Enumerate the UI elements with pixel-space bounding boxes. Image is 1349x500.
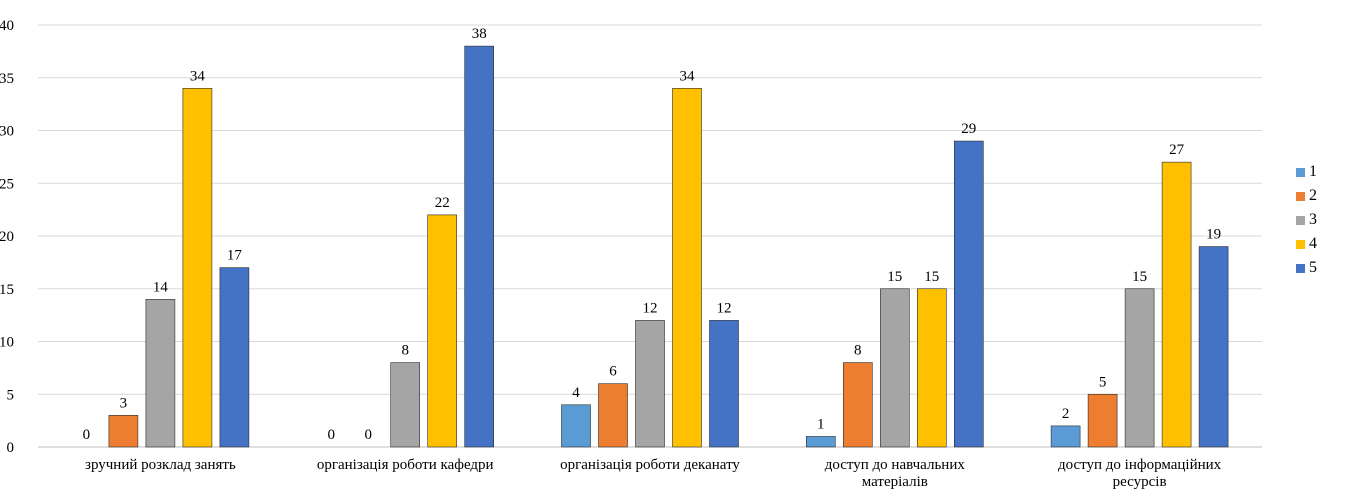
y-tick-label: 20 (0, 229, 14, 245)
x-tick-label: матеріалів (862, 474, 928, 490)
data-label: 12 (643, 300, 658, 316)
legend-swatch (1296, 239, 1305, 249)
data-label: 15 (1132, 269, 1147, 285)
y-tick-label: 35 (0, 71, 14, 87)
data-label: 3 (120, 395, 128, 411)
data-label: 14 (153, 279, 169, 295)
legend-swatch (1296, 191, 1305, 201)
data-label: 8 (854, 343, 862, 359)
bar (1198, 246, 1229, 448)
x-tick-label: доступ до інформаційних (1058, 457, 1222, 473)
legend: 1 2 3 4 5 (1296, 160, 1346, 280)
bar (1124, 288, 1155, 448)
x-tick-label: організація роботи кафедри (317, 457, 494, 473)
legend-label: 5 (1309, 259, 1317, 276)
data-label: 17 (227, 248, 243, 264)
legend-label: 1 (1309, 163, 1317, 180)
bar (635, 320, 665, 448)
bar (953, 140, 984, 448)
bar (916, 288, 947, 448)
bar (145, 298, 176, 448)
bar (598, 383, 628, 448)
data-label: 12 (717, 300, 732, 316)
legend-swatch (1296, 263, 1305, 273)
legend-item: 4 (1296, 232, 1346, 256)
x-tick-label: організація роботи деканату (560, 457, 740, 473)
data-label: 15 (924, 269, 939, 285)
bar (879, 288, 910, 448)
data-label: 0 (83, 427, 91, 443)
data-label: 38 (472, 26, 487, 42)
legend-label: 4 (1309, 235, 1317, 252)
y-tick-label: 5 (7, 387, 15, 403)
data-label: 34 (190, 68, 206, 84)
bar (427, 214, 458, 448)
data-label: 27 (1169, 142, 1185, 158)
legend-item: 3 (1296, 208, 1346, 232)
y-tick-label: 25 (0, 176, 14, 192)
bar (108, 415, 139, 448)
legend-label: 2 (1309, 187, 1317, 204)
legend-swatch (1296, 167, 1305, 177)
x-tick-label: зручний розклад занять (85, 457, 236, 473)
data-label: 6 (609, 364, 617, 380)
data-label: 0 (327, 427, 335, 443)
data-label: 0 (364, 427, 372, 443)
legend-swatch (1296, 215, 1305, 225)
bar (672, 88, 702, 448)
data-label: 2 (1062, 406, 1070, 422)
y-tick-label: 0 (7, 440, 15, 456)
bar (390, 362, 421, 448)
bar (1087, 393, 1118, 448)
bar (464, 45, 495, 448)
data-label: 8 (401, 343, 409, 359)
data-label: 22 (435, 195, 450, 211)
bar (561, 404, 591, 448)
data-label: 5 (1099, 374, 1107, 390)
bar (805, 436, 836, 448)
legend-item: 1 (1296, 160, 1346, 184)
legend-item: 5 (1296, 256, 1346, 280)
y-tick-label: 30 (0, 124, 14, 140)
y-tick-label: 15 (0, 282, 14, 298)
bar (1161, 161, 1192, 448)
legend-item: 2 (1296, 184, 1346, 208)
bar (842, 362, 873, 448)
data-label: 29 (961, 121, 976, 137)
data-label: 19 (1206, 227, 1221, 243)
bar (709, 320, 739, 448)
x-tick-label: доступ до навчальних (825, 457, 966, 473)
data-label: 1 (817, 416, 825, 432)
bar (1050, 425, 1081, 448)
y-tick-label: 40 (0, 18, 14, 34)
y-tick-label: 10 (0, 335, 14, 351)
legend-label: 3 (1309, 211, 1317, 228)
data-label: 15 (887, 269, 902, 285)
data-label: 34 (680, 68, 696, 84)
data-label: 4 (572, 385, 580, 401)
bar (219, 267, 250, 448)
x-tick-label: ресурсів (1113, 474, 1167, 490)
bar (182, 88, 213, 448)
